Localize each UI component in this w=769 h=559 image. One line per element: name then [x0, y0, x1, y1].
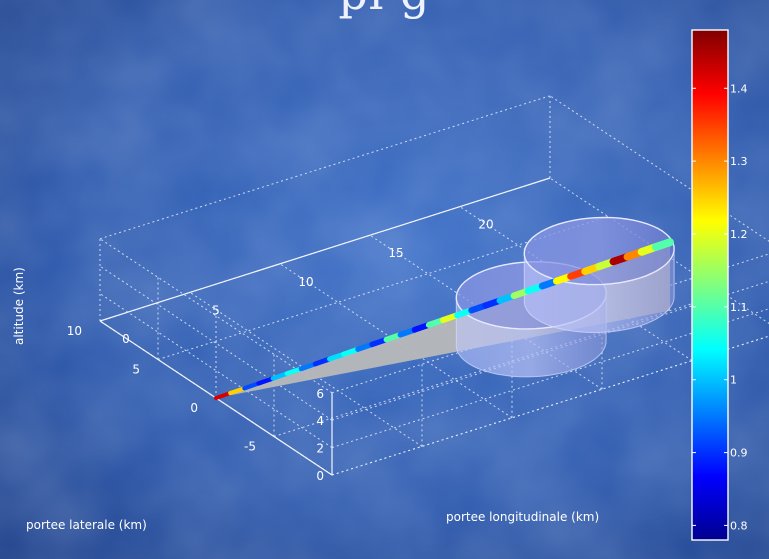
xlabel: portee longitudinale (km) [446, 510, 599, 524]
cylinder-opening [524, 217, 675, 285]
z-tick-label: 6 [316, 387, 324, 401]
colorbar-tick-label: 1 [730, 374, 737, 387]
grid-wall-xz [331, 335, 769, 476]
grid-wall-yz [99, 293, 333, 449]
x-tick-label: 0 [122, 332, 130, 346]
x-tick-label: 10 [298, 275, 313, 289]
cylinder-top-rim [523, 216, 675, 286]
grid-floor-x [459, 206, 693, 362]
z-tick-label: 4 [316, 414, 324, 428]
grid-wall-yz [99, 238, 333, 394]
trajectory-segment [312, 356, 332, 367]
grid-floor-x [189, 291, 423, 447]
colorbar-tick-label: 1.3 [730, 155, 748, 168]
colorbar-tick-label: 1.2 [730, 228, 748, 241]
colorbar-tick-label: 1.4 [730, 82, 748, 95]
title-fragment: pl g [0, 0, 769, 26]
x-axis [99, 177, 551, 322]
grid-top [549, 95, 769, 242]
x-tick-label: 20 [478, 218, 493, 232]
trajectory-segment [214, 391, 233, 400]
tick-labels: 0 5 10 15 20 -5 0 5 10 0 2 4 6 [67, 218, 494, 483]
colorbar-ticks: 0.8 0.9 1 1.1 1.2 1.3 1.4 [692, 82, 748, 532]
trajectory-segment [242, 381, 261, 391]
trajectory-segment [298, 361, 318, 372]
trajectory-segment [270, 371, 290, 381]
z-tick-label: 0 [316, 469, 324, 483]
trajectory-segment [284, 366, 304, 376]
grid-floor-x [549, 177, 769, 324]
grid-wall-yz [99, 265, 333, 421]
colorbar-gradient [691, 29, 729, 541]
grid-top [99, 95, 551, 240]
grid-floor-x [279, 263, 513, 419]
y-tick-label: -5 [244, 440, 256, 454]
trajectory-segment [228, 386, 247, 396]
cylinders-back [455, 216, 675, 378]
trajectory-segment [256, 376, 275, 386]
ylabel: portee laterale (km) [26, 518, 147, 532]
grid-floor-y [157, 216, 609, 360]
y-tick-label: 0 [190, 401, 198, 415]
colorbar: 0.8 0.9 1 1.1 1.2 1.3 1.4 [691, 29, 748, 541]
trajectory-segment [651, 238, 674, 251]
trajectory-line [214, 238, 674, 400]
colorbar-tick-label: 0.8 [730, 519, 748, 532]
y-tick-label: 5 [132, 363, 140, 377]
colorbar-tick-label: 1.1 [730, 301, 748, 314]
colorbar-tick-label: 0.9 [730, 447, 748, 460]
x-tick-label: 15 [388, 246, 403, 260]
cylinder-2 [523, 216, 675, 334]
y-tick-label: 10 [67, 324, 82, 338]
zlabel: altitude (km) [12, 267, 26, 345]
grid-wall-xz [331, 308, 769, 449]
x-tick-label: 5 [212, 303, 220, 317]
z-tick-label: 2 [316, 442, 324, 456]
